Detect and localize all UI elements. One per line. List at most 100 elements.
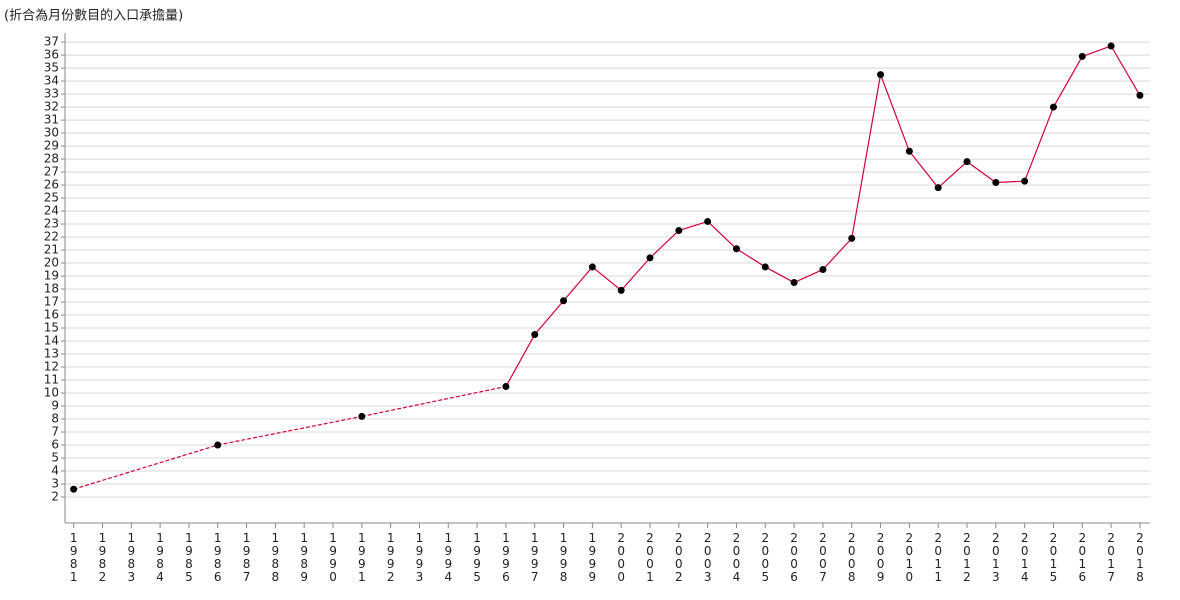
y-tick-label: 34 [44, 74, 59, 88]
data-point [531, 331, 539, 339]
y-tick-label: 30 [44, 126, 59, 140]
data-point [675, 227, 683, 235]
y-tick-label: 4 [51, 464, 59, 478]
y-tick-label: 19 [44, 269, 59, 283]
line-segment [1110, 45, 1141, 96]
data-point [1049, 103, 1057, 111]
y-tick-label: 10 [44, 386, 59, 400]
y-tick-label: 13 [44, 347, 59, 361]
chart-title: (折合為月份數目的入口承擔量) [4, 8, 183, 24]
y-tick-label: 2 [51, 490, 59, 504]
y-tick-label: 15 [44, 321, 59, 335]
y-tick-label: 5 [51, 451, 59, 465]
y-tick-label: 31 [44, 113, 59, 127]
data-point [1078, 52, 1086, 60]
line-segment [736, 248, 766, 268]
line-segment [505, 334, 536, 387]
line-segment [678, 220, 708, 232]
data-point [905, 147, 913, 155]
line-segment [851, 74, 882, 239]
y-tick-label: 35 [44, 61, 59, 75]
y-tick-label: 23 [44, 217, 59, 231]
line-segment [764, 266, 795, 284]
data-point [646, 254, 654, 262]
line-segment [1052, 56, 1083, 108]
data-point [761, 263, 769, 271]
data-point [358, 412, 366, 420]
y-tick-label: 24 [44, 204, 59, 218]
line-segment [966, 161, 997, 183]
data-point [70, 485, 78, 493]
line-segment [822, 237, 853, 270]
data-point [1107, 42, 1115, 50]
data-point [992, 178, 1000, 186]
y-tick-label: 21 [44, 243, 59, 257]
data-point [790, 279, 798, 287]
y-tick-label: 3 [51, 477, 59, 491]
y-tick-label: 17 [44, 295, 59, 309]
line-segment [1024, 106, 1055, 182]
y-tick-label: 27 [44, 165, 59, 179]
line-segment [937, 161, 968, 189]
line-segment [707, 221, 737, 250]
y-tick-label: 22 [44, 230, 59, 244]
data-point [1021, 177, 1029, 185]
data-point [819, 266, 827, 274]
y-tick-label: 8 [51, 412, 59, 426]
line-segment [793, 269, 824, 284]
data-point [214, 441, 222, 449]
line-segment [563, 266, 593, 302]
line-segment [620, 257, 651, 291]
y-tick-label: 37 [44, 35, 59, 49]
y-tick-label: 12 [44, 360, 59, 374]
line-segment [361, 385, 507, 418]
line-segment [908, 150, 939, 189]
y-tick-label: 26 [44, 178, 59, 192]
y-tick-label: 25 [44, 191, 59, 205]
data-point [704, 217, 712, 225]
data-point [934, 184, 942, 192]
line-segment [217, 415, 362, 446]
data-point [588, 263, 596, 271]
y-tick-label: 29 [44, 139, 59, 153]
data-point [560, 297, 568, 305]
y-tick-label: 28 [44, 152, 59, 166]
data-point [877, 71, 885, 79]
line-segment [534, 300, 565, 335]
y-tick-label: 18 [44, 282, 59, 296]
data-point [848, 234, 856, 242]
data-point [732, 245, 740, 253]
y-tick-label: 11 [44, 373, 59, 387]
y-tick-label: 7 [51, 425, 59, 439]
y-tick-label: 16 [44, 308, 59, 322]
